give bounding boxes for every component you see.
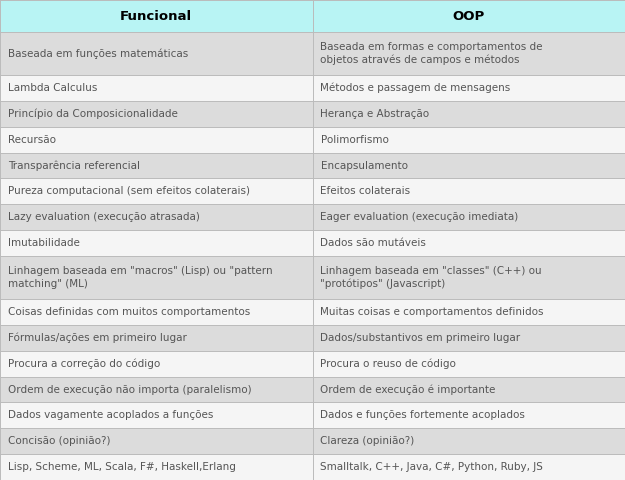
Bar xyxy=(312,299,625,325)
Bar xyxy=(0,351,312,377)
Text: Concisão (opinião?): Concisão (opinião?) xyxy=(8,436,111,446)
Text: Baseada em formas e comportamentos de
objetos através de campos e métodos: Baseada em formas e comportamentos de ob… xyxy=(321,42,543,65)
Text: Dados vagamente acoplados a funções: Dados vagamente acoplados a funções xyxy=(8,410,213,420)
Bar xyxy=(0,402,312,428)
Text: Clareza (opinião?): Clareza (opinião?) xyxy=(321,436,415,446)
Text: Ordem de execução é importante: Ordem de execução é importante xyxy=(321,384,496,395)
Text: Princípio da Composicionalidade: Princípio da Composicionalidade xyxy=(8,108,178,119)
Bar xyxy=(312,75,625,101)
Text: Polimorfismo: Polimorfismo xyxy=(321,135,388,144)
Bar xyxy=(312,402,625,428)
Bar xyxy=(312,179,625,204)
Text: Ordem de execução não importa (paralelismo): Ordem de execução não importa (paralelis… xyxy=(8,384,252,395)
Bar xyxy=(312,32,625,75)
Text: Fórmulas/ações em primeiro lugar: Fórmulas/ações em primeiro lugar xyxy=(8,333,187,343)
Bar xyxy=(0,454,312,480)
Bar xyxy=(312,377,625,402)
Text: Linhagem baseada em "macros" (Lisp) ou "pattern
matching" (ML): Linhagem baseada em "macros" (Lisp) ou "… xyxy=(8,266,272,289)
Text: Lazy evaluation (execução atrasada): Lazy evaluation (execução atrasada) xyxy=(8,212,200,222)
Text: Procura a correção do código: Procura a correção do código xyxy=(8,359,160,369)
Bar xyxy=(312,204,625,230)
Text: Eager evaluation (execução imediata): Eager evaluation (execução imediata) xyxy=(321,212,519,222)
Bar xyxy=(0,32,312,75)
Text: Imutabilidade: Imutabilidade xyxy=(8,238,80,248)
Bar xyxy=(312,428,625,454)
Bar xyxy=(0,179,312,204)
Bar xyxy=(0,0,625,32)
Bar xyxy=(0,75,312,101)
Bar xyxy=(0,256,312,299)
Bar xyxy=(312,256,625,299)
Bar xyxy=(0,204,312,230)
Text: Dados e funções fortemente acoplados: Dados e funções fortemente acoplados xyxy=(321,410,526,420)
Bar xyxy=(0,299,312,325)
Text: Linhagem baseada em "classes" (C++) ou
"protótipos" (Javascript): Linhagem baseada em "classes" (C++) ou "… xyxy=(321,266,542,289)
Bar xyxy=(0,127,312,153)
Bar xyxy=(0,153,312,179)
Bar xyxy=(0,377,312,402)
Text: Baseada em funções matemáticas: Baseada em funções matemáticas xyxy=(8,48,188,59)
Bar xyxy=(0,428,312,454)
Text: Lambda Calculus: Lambda Calculus xyxy=(8,83,97,93)
Text: Recursão: Recursão xyxy=(8,135,56,144)
Text: Pureza computacional (sem efeitos colaterais): Pureza computacional (sem efeitos colate… xyxy=(8,186,250,196)
Text: Encapsulamento: Encapsulamento xyxy=(321,160,408,170)
Text: Coisas definidas com muitos comportamentos: Coisas definidas com muitos comportament… xyxy=(8,307,250,317)
Bar xyxy=(312,325,625,351)
Text: Herança e Abstração: Herança e Abstração xyxy=(321,109,429,119)
Bar xyxy=(312,127,625,153)
Bar xyxy=(312,454,625,480)
Text: Procura o reuso de código: Procura o reuso de código xyxy=(321,359,456,369)
Bar xyxy=(312,153,625,179)
Text: Muitas coisas e comportamentos definidos: Muitas coisas e comportamentos definidos xyxy=(321,307,544,317)
Bar xyxy=(312,101,625,127)
Bar xyxy=(0,230,312,256)
Text: Smalltalk, C++, Java, C#, Python, Ruby, JS: Smalltalk, C++, Java, C#, Python, Ruby, … xyxy=(321,462,543,472)
Text: Lisp, Scheme, ML, Scala, F#, Haskell,Erlang: Lisp, Scheme, ML, Scala, F#, Haskell,Erl… xyxy=(8,462,236,472)
Bar xyxy=(312,351,625,377)
Bar xyxy=(0,325,312,351)
Text: Transparência referencial: Transparência referencial xyxy=(8,160,140,171)
Text: Métodos e passagem de mensagens: Métodos e passagem de mensagens xyxy=(321,83,511,93)
Text: Efeitos colaterais: Efeitos colaterais xyxy=(321,186,411,196)
Text: Funcional: Funcional xyxy=(120,10,192,23)
Text: OOP: OOP xyxy=(452,10,485,23)
Bar xyxy=(0,101,312,127)
Text: Dados/substantivos em primeiro lugar: Dados/substantivos em primeiro lugar xyxy=(321,333,521,343)
Bar xyxy=(312,230,625,256)
Text: Dados são mutáveis: Dados são mutáveis xyxy=(321,238,426,248)
